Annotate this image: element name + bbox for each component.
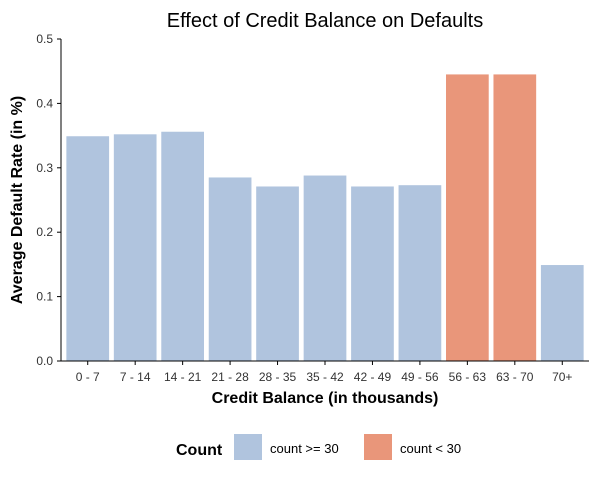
y-axis-title: Average Default Rate (in %)	[9, 96, 26, 304]
x-tick-label-8: 56 - 63	[449, 370, 487, 384]
y-tick-label-4: 0.4	[36, 96, 53, 110]
legend-label-count-ge-30: count >= 30	[270, 441, 339, 456]
x-tick-label-3: 21 - 28	[211, 370, 249, 384]
bar-7	[398, 185, 442, 361]
legend-title: Count	[176, 442, 223, 459]
legend-swatch-count-ge-30	[234, 434, 262, 460]
bar-10	[540, 265, 584, 361]
bar-0	[66, 136, 110, 361]
x-ticks: 0 - 7 7 - 14 14 - 21 21 - 28 28 - 35 35 - 42 4…	[76, 361, 572, 384]
y-tick-label-0: 0.0	[36, 354, 53, 368]
bar-9	[493, 74, 537, 362]
bars	[66, 74, 584, 362]
x-axis-title: Credit Balance (in thousands)	[212, 390, 439, 407]
bar-4	[256, 186, 299, 361]
y-tick-label-2: 0.2	[36, 225, 53, 239]
x-tick-label-7: 49 - 56	[401, 370, 439, 384]
legend-label-count-lt-30: count < 30	[400, 441, 461, 456]
y-tick-label-1: 0.1	[36, 290, 53, 304]
x-tick-label-10: 70+	[552, 370, 572, 384]
legend-swatch-count-lt-30	[364, 434, 392, 460]
x-tick-label-6: 42 - 49	[354, 370, 392, 384]
y-tick-label-5: 0.5	[36, 32, 53, 46]
chart-title: Effect of Credit Balance on Defaults	[167, 10, 483, 32]
x-tick-label-0: 0 - 7	[76, 370, 100, 384]
bar-5	[303, 175, 347, 361]
bar-6	[351, 186, 394, 361]
x-tick-label-4: 28 - 35	[259, 370, 297, 384]
x-tick-label-9: 63 - 70	[496, 370, 534, 384]
bar-3	[208, 177, 252, 361]
plot-area: 0.0 0.1 0.2 0.3 0.4 0.5 0 - 7 7 - 14 14 - 21 21 …	[36, 32, 589, 384]
y-tick-label-3: 0.3	[36, 161, 53, 175]
y-ticks: 0.0 0.1 0.2 0.3 0.4 0.5	[36, 32, 61, 368]
x-tick-label-1: 7 - 14	[120, 370, 151, 384]
bar-8	[446, 74, 489, 362]
x-tick-label-5: 35 - 42	[306, 370, 344, 384]
x-tick-label-2: 14 - 21	[164, 370, 202, 384]
bar-2	[161, 131, 204, 361]
legend: Count count >= 30 count < 30	[176, 434, 461, 460]
bar-1	[113, 134, 157, 361]
